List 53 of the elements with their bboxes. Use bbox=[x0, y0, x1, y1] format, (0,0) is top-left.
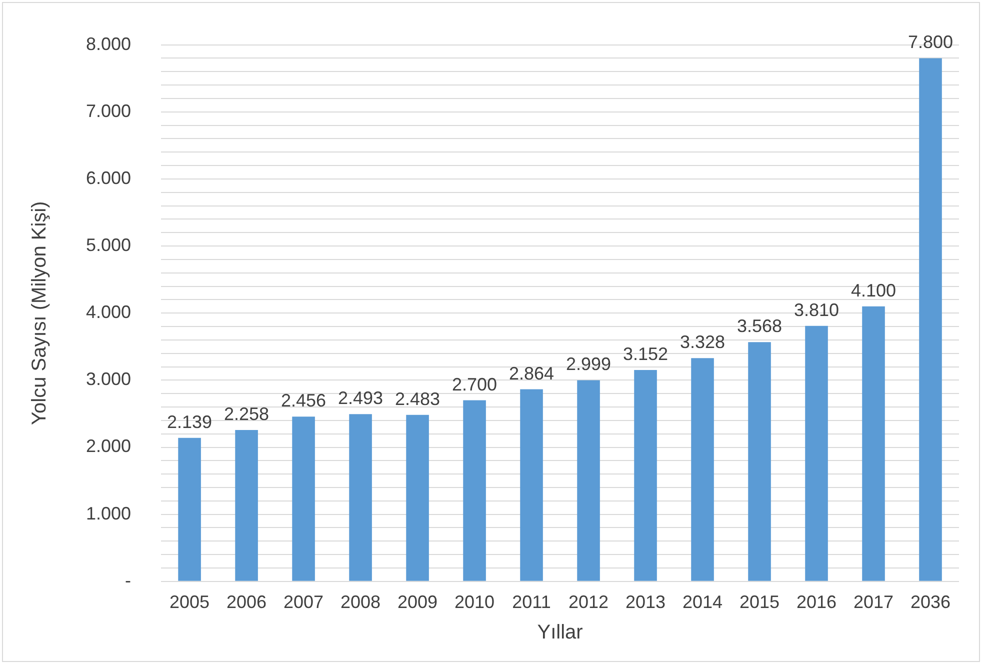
y-tick-label: 1.000 bbox=[86, 503, 132, 524]
y-axis-title: Yolcu Sayısı (Milyon Kişi) bbox=[28, 201, 51, 425]
bar bbox=[178, 438, 201, 581]
bar bbox=[577, 380, 600, 581]
x-tick-label: 2007 bbox=[284, 592, 324, 612]
x-tick-label: 2009 bbox=[398, 592, 438, 612]
x-tick-label: 2015 bbox=[739, 592, 780, 612]
data-label: 3.568 bbox=[736, 316, 782, 336]
y-tick-label: 7.000 bbox=[86, 100, 132, 121]
data-label: 2.493 bbox=[338, 388, 384, 408]
data-label: 2.483 bbox=[395, 388, 440, 409]
bar bbox=[691, 358, 714, 581]
x-tick-label: 2005 bbox=[170, 592, 210, 612]
x-tick-label: 2011 bbox=[512, 592, 551, 612]
bar bbox=[748, 342, 771, 581]
bar bbox=[805, 326, 828, 581]
bar bbox=[862, 306, 885, 581]
data-label: 2.258 bbox=[224, 404, 270, 424]
y-tick-label: 6.000 bbox=[86, 168, 132, 188]
y-tick-label: 3.000 bbox=[86, 369, 132, 390]
y-tick-label: 8.000 bbox=[86, 34, 132, 54]
data-label: 3.328 bbox=[680, 332, 726, 352]
bar bbox=[520, 389, 543, 581]
data-label: 2.139 bbox=[167, 412, 212, 432]
y-tick-label: 2.000 bbox=[86, 436, 132, 456]
data-label: 3.810 bbox=[794, 300, 840, 320]
bar bbox=[919, 58, 942, 581]
x-tick-label: 2017 bbox=[853, 592, 894, 612]
x-tick-label: 2013 bbox=[625, 592, 666, 612]
x-axis-title: Yıllar bbox=[537, 622, 584, 644]
y-tick-label: - bbox=[125, 570, 132, 590]
x-tick-label: 2012 bbox=[568, 592, 609, 612]
data-label: 3.152 bbox=[622, 344, 668, 364]
bar bbox=[406, 414, 429, 581]
x-tick-label: 2014 bbox=[682, 592, 723, 612]
y-tick-label: 4.000 bbox=[86, 302, 132, 322]
data-label: 2.456 bbox=[281, 390, 326, 411]
bar bbox=[349, 414, 372, 581]
data-label: 2.700 bbox=[452, 374, 498, 394]
bar bbox=[235, 430, 258, 581]
data-label: 7.800 bbox=[908, 32, 954, 52]
data-label: 2.864 bbox=[509, 363, 554, 384]
x-tick-label: 2036 bbox=[910, 592, 951, 612]
bar bbox=[463, 400, 486, 581]
data-label: 4.100 bbox=[850, 280, 896, 300]
data-label: 2.999 bbox=[566, 354, 612, 374]
x-tick-label: 2016 bbox=[796, 592, 837, 612]
bar bbox=[292, 416, 315, 581]
x-tick-label: 2006 bbox=[226, 592, 267, 612]
x-tick-label: 2010 bbox=[454, 592, 495, 612]
bar bbox=[634, 370, 657, 581]
x-tick-label: 2008 bbox=[340, 592, 381, 612]
y-tick-label: 5.000 bbox=[86, 234, 132, 255]
